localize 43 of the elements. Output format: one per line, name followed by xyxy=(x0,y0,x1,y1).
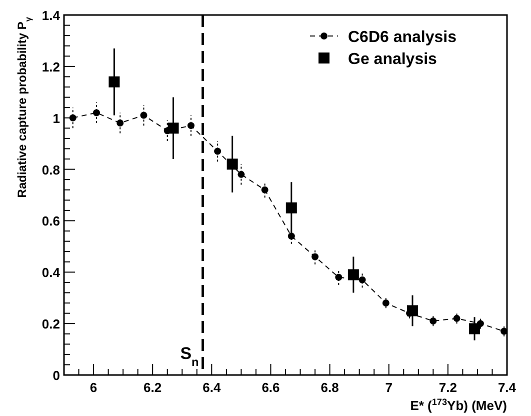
y-tick-label: 0.6 xyxy=(42,214,60,229)
point xyxy=(469,323,480,334)
point xyxy=(312,253,319,260)
x-tick-label: 7.4 xyxy=(498,380,517,395)
point xyxy=(288,232,295,240)
point xyxy=(69,114,76,122)
point xyxy=(382,300,390,306)
y-tick-label: 0.4 xyxy=(42,265,61,280)
x-tick-label: 6 xyxy=(90,380,98,395)
point xyxy=(500,328,508,335)
x-tick-label: 6.2 xyxy=(144,380,162,395)
point xyxy=(214,148,222,155)
point xyxy=(92,109,100,116)
y-tick-label: 0 xyxy=(52,368,60,383)
x-axis-title: E* ($^{173}$Yb) (MeV) xyxy=(410,397,507,413)
x-tick-label: 6.8 xyxy=(320,380,339,395)
point xyxy=(286,202,297,214)
point xyxy=(168,122,179,134)
y-tick-label: 0.8 xyxy=(42,162,60,178)
point xyxy=(116,120,124,126)
x-tick-label: 7.2 xyxy=(438,380,457,395)
point xyxy=(140,112,148,119)
ref-line-label: S$_{n}$ xyxy=(180,344,199,369)
legend-label: Ge analysis xyxy=(348,51,438,68)
point xyxy=(226,158,238,170)
x-tick-label: 6.6 xyxy=(262,380,280,395)
point xyxy=(406,305,418,316)
y-tick-label: 0.2 xyxy=(42,316,60,332)
x-tick-label: 6.4 xyxy=(202,380,222,395)
point xyxy=(358,276,366,284)
point xyxy=(453,314,460,322)
point xyxy=(108,76,120,88)
point xyxy=(348,269,359,280)
y-tick-label: 1 xyxy=(52,110,60,126)
y-tick-label: 1.4 xyxy=(42,8,61,23)
point xyxy=(335,274,342,281)
legend-label: C6D6 analysis xyxy=(348,29,457,46)
point xyxy=(430,318,437,324)
point xyxy=(187,122,194,130)
x-tick-label: 7 xyxy=(385,380,392,395)
point xyxy=(261,186,268,194)
y-tick-label: 1.2 xyxy=(42,59,60,74)
point xyxy=(238,170,245,178)
